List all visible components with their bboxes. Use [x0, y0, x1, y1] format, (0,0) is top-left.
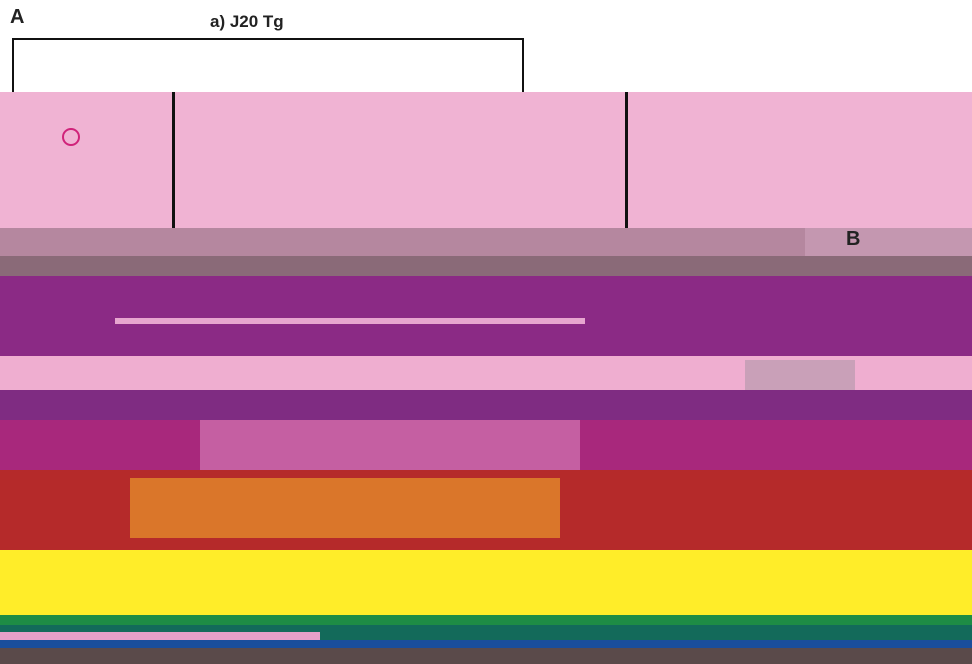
panel-label: A — [10, 6, 24, 29]
image-block — [115, 318, 585, 324]
image-band — [0, 390, 972, 420]
panel-title: a) J20 Tg — [210, 12, 284, 32]
image-block — [745, 360, 855, 390]
image-band — [0, 640, 972, 648]
page: {"figure": {"panel_a": "A", "panel_a_tit… — [0, 0, 972, 664]
image-band — [0, 648, 972, 664]
image-block — [130, 478, 560, 538]
image-band — [0, 256, 972, 276]
image-frame — [12, 38, 524, 100]
image-band — [0, 550, 972, 615]
image-band — [0, 615, 972, 625]
divider — [172, 92, 175, 228]
image-band — [0, 276, 972, 356]
image-block — [805, 228, 972, 256]
image-band — [0, 92, 972, 228]
marker — [62, 128, 80, 146]
panel-label: B — [846, 228, 860, 251]
divider — [625, 92, 628, 228]
image-block — [200, 420, 580, 470]
